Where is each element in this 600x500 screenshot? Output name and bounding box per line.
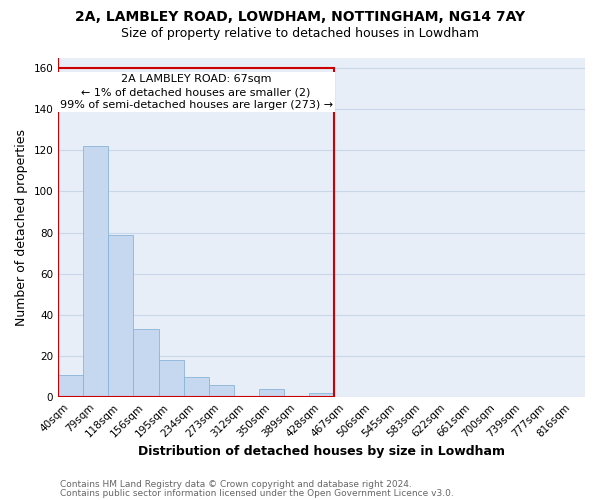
Bar <box>309 393 334 397</box>
Bar <box>109 234 133 397</box>
Text: Size of property relative to detached houses in Lowdham: Size of property relative to detached ho… <box>121 28 479 40</box>
X-axis label: Distribution of detached houses by size in Lowdham: Distribution of detached houses by size … <box>138 444 505 458</box>
Text: 2A, LAMBLEY ROAD, LOWDHAM, NOTTINGHAM, NG14 7AY: 2A, LAMBLEY ROAD, LOWDHAM, NOTTINGHAM, N… <box>75 10 525 24</box>
Bar <box>58 68 334 397</box>
Bar <box>259 389 284 397</box>
Y-axis label: Number of detached properties: Number of detached properties <box>15 129 28 326</box>
Bar <box>184 376 209 397</box>
Bar <box>83 146 109 397</box>
Text: Contains HM Land Registry data © Crown copyright and database right 2024.: Contains HM Land Registry data © Crown c… <box>60 480 412 489</box>
Bar <box>158 360 184 397</box>
Bar <box>58 374 83 397</box>
Text: 2A LAMBLEY ROAD: 67sqm
← 1% of detached houses are smaller (2)
99% of semi-detac: 2A LAMBLEY ROAD: 67sqm ← 1% of detached … <box>59 74 333 110</box>
Bar <box>209 385 234 397</box>
Text: Contains public sector information licensed under the Open Government Licence v3: Contains public sector information licen… <box>60 488 454 498</box>
Bar <box>133 330 158 397</box>
